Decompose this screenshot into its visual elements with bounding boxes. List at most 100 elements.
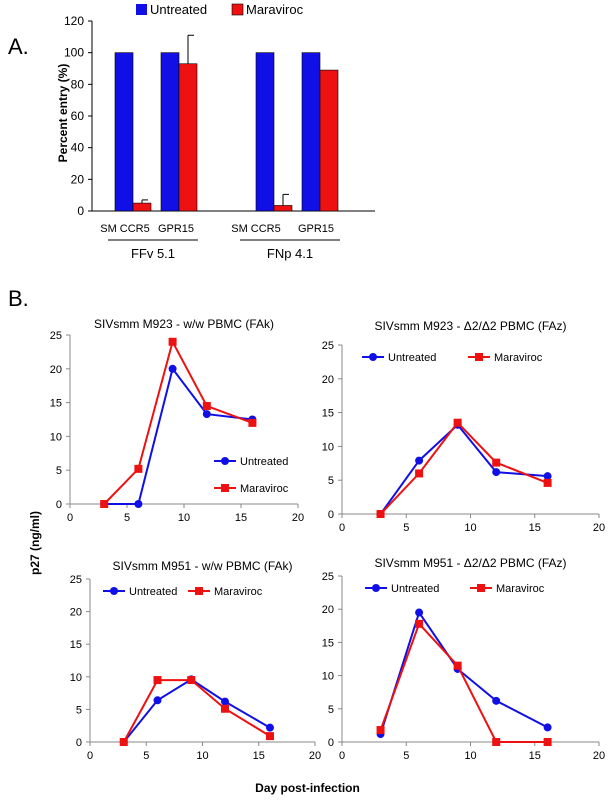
data-point-maraviroc xyxy=(453,661,462,670)
data-point-maraviroc xyxy=(543,478,552,487)
data-point-untreated xyxy=(492,468,501,477)
bar-category-label: GPR15 xyxy=(158,223,194,235)
legend-label-maraviroc: Maraviroc xyxy=(240,483,289,495)
data-point-untreated xyxy=(221,697,229,706)
line-y-tick-label: 25 xyxy=(70,574,82,586)
bar-maraviroc xyxy=(319,69,339,212)
legend-label-untreated: Untreated xyxy=(129,586,177,598)
series-line-maraviroc xyxy=(379,621,548,743)
legend-marker-maraviroc xyxy=(477,584,485,592)
line-y-tick-label: 25 xyxy=(322,571,334,583)
data-point-maraviroc xyxy=(492,458,501,467)
data-point-maraviroc xyxy=(376,510,385,518)
legend-marker-maraviroc xyxy=(221,484,229,492)
line-y-tick-label: 10 xyxy=(70,672,82,684)
legend-marker-maraviroc xyxy=(475,353,483,361)
line-y-tick-label: 20 xyxy=(322,604,334,616)
data-point-maraviroc xyxy=(153,676,162,685)
data-point-untreated xyxy=(415,456,424,465)
line-chart-title: SIVsmm M923 - w/w PBMC (FAk) xyxy=(94,317,274,331)
series-line-maraviroc xyxy=(122,679,271,743)
line-x-tick-label: 10 xyxy=(178,512,190,524)
line-y-tick-label: 15 xyxy=(322,637,334,649)
bar-maraviroc xyxy=(132,202,152,212)
legend-label-untreated: Untreated xyxy=(388,352,436,364)
bar-untreated xyxy=(301,52,321,212)
data-point-maraviroc xyxy=(187,676,196,685)
line-x-tick-label: 15 xyxy=(529,750,541,762)
line-y-tick-label: 0 xyxy=(328,737,334,749)
line-y-tick-label: 5 xyxy=(76,704,82,716)
line-y-tick-label: 20 xyxy=(70,607,82,619)
line-y-tick-label: 15 xyxy=(50,398,62,410)
data-point-untreated xyxy=(168,364,177,373)
line-y-tick-label: 10 xyxy=(322,441,334,453)
bar-group-label: FNp 4.1 xyxy=(267,246,313,261)
legend-marker-untreated xyxy=(110,587,118,595)
data-point-untreated xyxy=(134,500,143,508)
bar-y-tick-label: 40 xyxy=(71,141,85,155)
legend-label-untreated: Untreated xyxy=(391,583,439,595)
series-line-untreated xyxy=(104,366,253,505)
legend-label-maraviroc: Maraviroc xyxy=(246,2,304,17)
line-y-tick-label: 25 xyxy=(50,330,62,342)
data-point-untreated xyxy=(415,608,424,617)
legend-swatch-maraviroc xyxy=(231,3,244,16)
line-x-tick-label: 5 xyxy=(403,750,409,762)
data-point-maraviroc xyxy=(202,401,211,410)
line-y-tick-label: 15 xyxy=(70,639,82,651)
bar-maraviroc xyxy=(178,63,198,212)
series-line-untreated xyxy=(123,678,271,743)
bar-y-tick-label: 20 xyxy=(71,172,85,186)
line-x-tick-label: 15 xyxy=(235,512,247,524)
line-y-tick-label: 10 xyxy=(50,431,62,443)
data-point-maraviroc xyxy=(134,464,143,473)
shared-x-axis-title: Day post-infection xyxy=(255,781,360,795)
line-x-tick-label: 20 xyxy=(593,750,605,762)
data-point-maraviroc xyxy=(168,337,177,346)
legend-label-maraviroc: Maraviroc xyxy=(494,352,543,364)
data-point-maraviroc xyxy=(119,738,128,746)
data-point-untreated xyxy=(153,696,162,705)
line-x-tick-label: 20 xyxy=(593,522,605,534)
data-point-maraviroc xyxy=(415,469,424,478)
line-x-tick-label: 10 xyxy=(464,522,476,534)
bar-untreated xyxy=(160,52,180,212)
line-x-tick-label: 0 xyxy=(67,512,73,524)
line-y-tick-label: 10 xyxy=(322,671,334,683)
line-x-tick-label: 10 xyxy=(464,750,476,762)
data-point-maraviroc xyxy=(543,738,552,746)
bar-category-label: SM CCR5 xyxy=(100,223,150,235)
data-point-maraviroc xyxy=(376,726,385,735)
data-point-untreated xyxy=(202,410,211,419)
line-y-tick-label: 0 xyxy=(56,499,62,511)
line-x-tick-label: 5 xyxy=(124,512,130,524)
data-point-maraviroc xyxy=(221,704,229,713)
bar-group-label: FFv 5.1 xyxy=(131,246,175,261)
line-y-tick-label: 0 xyxy=(328,509,334,521)
line-y-tick-label: 20 xyxy=(322,374,334,386)
bar-y-tick-label: 80 xyxy=(71,77,85,91)
legend-swatch-untreated xyxy=(136,4,147,15)
line-chart-title: SIVsmm M951 - w/w PBMC (FAk) xyxy=(112,559,292,573)
bar-maraviroc xyxy=(273,205,293,212)
legend-marker-untreated xyxy=(369,353,377,361)
line-y-tick-label: 25 xyxy=(322,340,334,352)
line-y-tick-label: 5 xyxy=(328,475,334,487)
panel-b-label: B. xyxy=(8,286,29,311)
data-point-untreated xyxy=(492,696,501,705)
legend-label-maraviroc: Maraviroc xyxy=(496,583,545,595)
bar-y-tick-label: 60 xyxy=(71,109,85,123)
bar-category-label: GPR15 xyxy=(298,223,334,235)
line-x-tick-label: 5 xyxy=(403,522,409,534)
line-y-tick-label: 15 xyxy=(322,408,334,420)
data-point-maraviroc xyxy=(492,738,501,746)
legend-label-untreated: Untreated xyxy=(240,456,288,468)
line-x-tick-label: 5 xyxy=(143,750,149,762)
series-line-untreated xyxy=(379,610,549,735)
line-x-tick-label: 0 xyxy=(87,750,93,762)
line-x-tick-label: 0 xyxy=(339,750,345,762)
series-line-maraviroc xyxy=(103,339,253,505)
bar-category-label: SM CCR5 xyxy=(231,223,281,235)
